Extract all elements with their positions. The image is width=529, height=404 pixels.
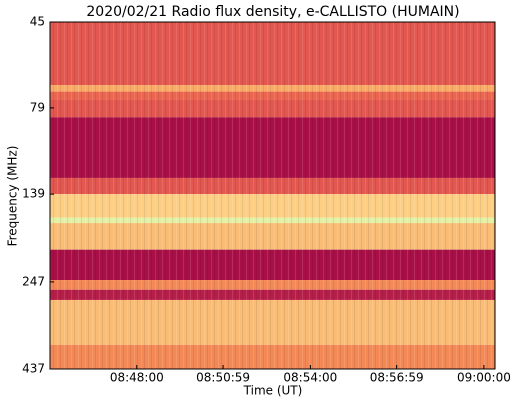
y-axis-label: Frequency (MHz) [6,146,20,247]
plot-area [50,22,495,369]
plot-frame [49,21,496,370]
x-tick-label: 08:56:59 [370,371,424,385]
y-tick-label: 247 [22,274,45,288]
x-tick-label: 08:48:00 [110,371,164,385]
y-tick-label: 139 [22,187,45,201]
y-tick-label: 79 [30,100,45,114]
chart-title: 2020/02/21 Radio flux density, e-CALLIST… [86,4,459,20]
y-tick-label: 45 [30,15,45,29]
y-tick-label: 437 [22,362,45,376]
x-tick-label: 08:54:00 [283,371,337,385]
x-axis-label: Time (UT) [243,384,303,398]
texture [50,22,495,369]
x-tick-label: 08:50:59 [196,371,250,385]
x-tick-label: 09:00:00 [457,371,511,385]
